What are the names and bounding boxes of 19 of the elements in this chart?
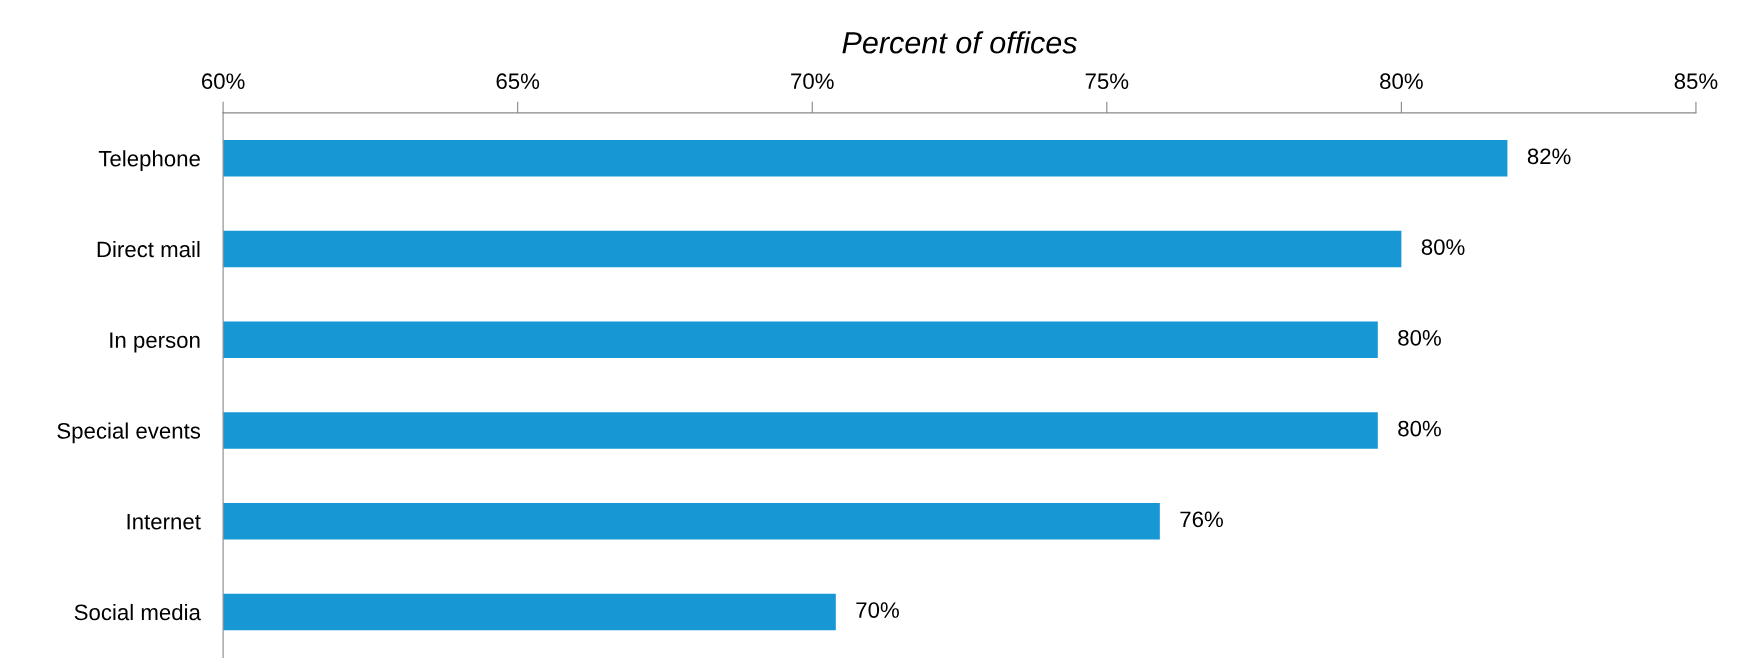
y-tick-label: In person	[110, 332, 200, 353]
y-tick-label: Special events	[57, 422, 201, 444]
data-label: 80%	[1421, 239, 1465, 255]
y-tick-label: Social media	[74, 603, 201, 621]
y-tick-label: Telephone	[98, 150, 200, 171]
x-tick-label: 60%	[201, 73, 245, 90]
x-tick-label: 80%	[1380, 73, 1423, 90]
x-tick-label: 75%	[1085, 73, 1129, 90]
x-tick-label: 85%	[1674, 73, 1718, 90]
x-tick-label: 70%	[791, 73, 834, 90]
x-axis-title: Percent of offices	[842, 31, 1077, 54]
data-label: 82%	[1527, 148, 1571, 165]
data-label: 76%	[1180, 511, 1223, 528]
y-tick-label: Direct mail	[97, 240, 200, 258]
data-label: 80%	[1398, 329, 1441, 346]
y-tick-label: Internet	[127, 514, 201, 530]
data-label: 70%	[856, 602, 899, 618]
x-tick-label: 65%	[496, 73, 540, 90]
data-label: 80%	[1398, 420, 1441, 437]
